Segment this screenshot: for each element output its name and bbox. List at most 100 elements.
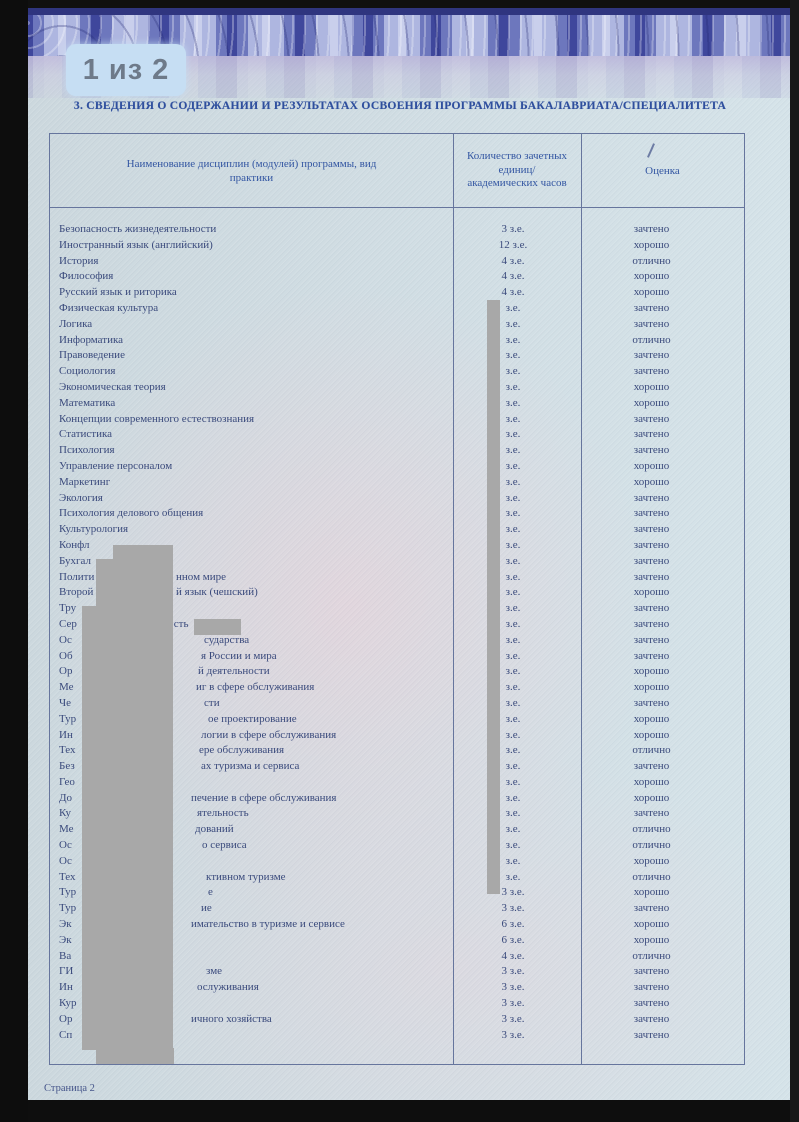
course-name-cell: Тур ие	[59, 902, 212, 915]
grade-cell: зачтено	[633, 349, 670, 362]
course-name-cell: Безопасность жизнедеятельности	[59, 223, 217, 235]
credits-cell: з.е.	[505, 365, 521, 378]
credits-cell: з.е.	[505, 791, 521, 804]
table-row: Маркетинг з.е. хорошо	[50, 475, 744, 491]
credits-cell: з.е.	[505, 854, 521, 867]
course-name-cell: Правоведение	[59, 349, 125, 362]
grade-cell: зачтено	[633, 444, 670, 457]
table-row: Экология з.е. зачтено	[50, 491, 744, 507]
course-name-cell: Ин логии в сфере обслуживания	[59, 728, 337, 741]
credits-cell: з.е.	[505, 380, 521, 393]
course-name-cell: Ос сударства	[59, 633, 250, 646]
credits-cell: 6 з.е.	[501, 933, 525, 946]
redaction-box	[96, 1048, 174, 1064]
course-name-cell: Тех ктивном туризме	[59, 870, 286, 883]
grade-cell: зачтено	[633, 538, 670, 551]
page-footer: Страница 2	[44, 1083, 95, 1094]
course-name-cell: Тур ое проектирование	[59, 712, 297, 725]
credits-cell: з.е.	[505, 712, 521, 725]
credits-cell: 4 з.е.	[501, 254, 525, 267]
course-name-cell: Бухгал	[59, 554, 92, 567]
credits-cell: з.е.	[505, 475, 521, 488]
course-name-cell: Ме дований	[59, 823, 234, 836]
header-course-name: Наименование дисциплин (модулей) програм…	[126, 157, 377, 184]
credits-cell: з.е.	[505, 396, 521, 409]
credits-cell: з.е.	[505, 570, 521, 583]
grade-cell: зачтено	[633, 602, 670, 615]
table-row: Ин логии в сфере обслуживания з.е. хорошо	[50, 728, 744, 744]
credits-cell: з.е.	[505, 696, 521, 709]
table-row: Логика з.е. зачтено	[50, 317, 744, 333]
grade-cell: зачтено	[633, 760, 670, 773]
credits-cell: з.е.	[505, 333, 521, 346]
table-row: Конфл з.е. зачтено	[50, 538, 744, 554]
credits-cell: з.е.	[505, 554, 521, 567]
grade-cell: отлично	[632, 839, 671, 852]
grade-cell: хорошо	[633, 475, 670, 488]
table-row: Информатика з.е. отлично	[50, 333, 744, 349]
grade-cell: зачтено	[633, 301, 670, 314]
table-row: Физическая культура з.е. зачтено	[50, 301, 744, 317]
course-name-cell: Математика	[59, 396, 116, 409]
section-heading: 3. СВЕДЕНИЯ О СОДЕРЖАНИИ И РЕЗУЛЬТАТАХ О…	[73, 99, 727, 112]
redaction-box	[113, 545, 173, 561]
credits-cell: з.е.	[505, 775, 521, 788]
table-header-row: Наименование дисциплин (модулей) програм…	[50, 134, 744, 208]
course-name-cell: Логика	[59, 317, 93, 330]
course-name-cell: Эк	[59, 933, 72, 946]
table-row: Гео з.е. хорошо	[50, 775, 744, 791]
courses-table: Наименование дисциплин (модулей) програм…	[49, 133, 745, 1065]
credits-cell: 3 з.е.	[501, 997, 525, 1010]
grade-cell: хорошо	[633, 728, 670, 741]
credits-cell: з.е.	[505, 728, 521, 741]
table-row: Статистика з.е. зачтено	[50, 427, 744, 443]
table-row: Без ах туризма и сервиса з.е. зачтено	[50, 759, 744, 775]
course-name-cell: Ку ятельность	[59, 807, 249, 820]
course-name-cell: Социология	[59, 365, 116, 378]
table-row: Об я России и мира з.е. зачтено	[50, 649, 744, 665]
course-name-cell: Сп	[59, 1028, 73, 1041]
grade-cell: зачтено	[633, 981, 670, 994]
table-row: Сер ость з.е. зачтено	[50, 617, 744, 633]
table-row: История 4 з.е. отлично	[50, 254, 744, 270]
grade-cell: зачтено	[633, 1028, 670, 1041]
course-name-cell: Сер ость	[59, 617, 189, 630]
course-name-cell: Тех ере обслуживания	[59, 744, 285, 757]
credits-cell: 3 з.е.	[501, 223, 525, 235]
table-row: Концепции современного естествознания з.е…	[50, 412, 744, 428]
course-name-cell: Ос о сервиса	[59, 839, 247, 852]
credits-cell: з.е.	[505, 507, 521, 520]
course-name-cell: Ва	[59, 949, 72, 962]
table-row: Философия 4 з.е. хорошо	[50, 269, 744, 285]
course-name-cell: Информатика	[59, 333, 124, 346]
grade-cell: зачтено	[633, 570, 670, 583]
column-divider	[581, 134, 582, 1064]
course-name-cell: Управление персоналом	[59, 459, 173, 472]
credits-cell: з.е.	[505, 459, 521, 472]
credits-cell: 12 з.е.	[498, 238, 528, 251]
grade-cell: хорошо	[633, 665, 670, 678]
credits-cell: з.е.	[505, 444, 521, 457]
grade-cell: хорошо	[633, 286, 670, 299]
course-name-cell: Концепции современного естествознания	[59, 412, 255, 425]
course-name-cell: Иностранный язык (английский)	[59, 238, 213, 251]
table-row: Кур 3 з.е. зачтено	[50, 996, 744, 1012]
table-row: Ос о сервиса з.е. отлично	[50, 838, 744, 854]
course-name-cell: Второй й язык (чешский)	[59, 586, 258, 599]
grade-cell: хорошо	[633, 933, 670, 946]
credits-cell: з.е.	[505, 744, 521, 757]
grade-cell: зачтено	[633, 696, 670, 709]
grade-cell: хорошо	[633, 396, 670, 409]
table-row: Тех ере обслуживания з.е. отлично	[50, 743, 744, 759]
table-row: Ва 4 з.е. отлично	[50, 949, 744, 965]
course-name-cell: Ор й деятельности	[59, 665, 270, 678]
table-row: Полити нном мире з.е. зачтено	[50, 570, 744, 586]
credits-cell: з.е.	[505, 807, 521, 820]
table-row: Ос з.е. хорошо	[50, 854, 744, 870]
grade-cell: отлично	[632, 254, 671, 267]
credits-cell: 3 з.е.	[501, 981, 525, 994]
table-row: Безопасность жизнедеятельности 3 з.е. зачт…	[50, 222, 744, 238]
credits-cell: з.е.	[505, 649, 521, 662]
course-name-cell: Тур е	[59, 886, 213, 899]
